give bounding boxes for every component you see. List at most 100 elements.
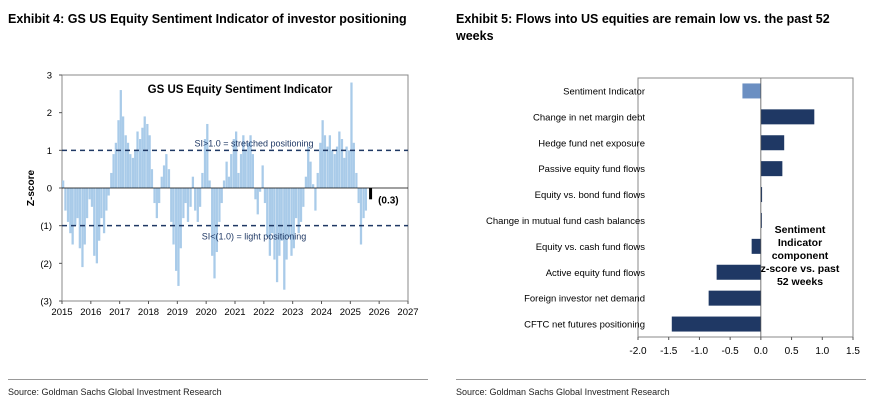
x-tick-label: 2019 <box>167 307 188 318</box>
sentiment-bar <box>206 123 209 188</box>
x-tick-label: -0.5 <box>722 346 740 357</box>
sentiment-bar <box>90 188 94 207</box>
sentiment-bar <box>110 172 113 188</box>
flow-bar <box>708 290 761 306</box>
sentiment-bar <box>222 180 226 188</box>
sentiment-bar <box>150 169 154 188</box>
latest-value-bar <box>369 188 373 200</box>
sentiment-bar <box>287 188 291 237</box>
sentiment-bar <box>256 188 259 215</box>
x-tick-label: 2021 <box>224 307 245 318</box>
sentiment-bar <box>302 188 305 207</box>
sentiment-bar <box>343 157 346 188</box>
sentiment-bar <box>338 131 341 188</box>
x-tick-label: 0.0 <box>754 346 768 357</box>
divider <box>8 379 428 380</box>
sentiment-bar <box>230 154 233 188</box>
sentiment-bar <box>331 150 334 188</box>
x-tick-label: 0.5 <box>785 346 799 357</box>
sentiment-bar <box>114 142 118 188</box>
exhibit-5-title: Exhibit 5: Flows into US equities are re… <box>456 12 830 43</box>
y-tick-label: (2) <box>40 259 52 270</box>
threshold-label: SI>1.0 = stretched positioning <box>194 138 313 148</box>
sentiment-bar <box>66 188 70 222</box>
sentiment-bar <box>335 146 339 188</box>
sentiment-bar <box>297 188 300 234</box>
sentiment-bar <box>294 188 298 219</box>
y-tick-label: 0 <box>47 184 52 195</box>
sentiment-bar <box>95 188 99 264</box>
sentiment-bar <box>309 161 312 188</box>
category-label: Active equity fund flows <box>546 268 646 279</box>
category-label: Hedge fund net exposure <box>538 138 645 149</box>
y-axis-label: Z-score <box>26 170 37 207</box>
sentiment-bar <box>76 188 79 219</box>
exhibit-4-title: Exhibit 4: GS US Equity Sentiment Indica… <box>8 12 407 26</box>
sentiment-bar <box>218 188 221 222</box>
sentiment-bar <box>62 180 65 188</box>
sentiment-bar <box>177 188 180 286</box>
sentiment-bar <box>167 169 171 188</box>
legend-line: 52 weeks <box>777 276 823 288</box>
sentiment-bar <box>285 188 288 260</box>
x-tick-label: 2026 <box>369 307 390 318</box>
sentiment-bar <box>126 142 130 188</box>
latest-value-label: (0.3) <box>378 195 399 206</box>
flow-bar <box>760 109 815 125</box>
x-tick-label: 2018 <box>138 307 159 318</box>
sentiment-bar <box>275 188 279 283</box>
sentiment-bar <box>117 120 120 188</box>
sentiment-bar <box>69 188 72 234</box>
sentiment-bar <box>314 188 317 211</box>
sentiment-bar <box>328 135 331 188</box>
sentiment-bar <box>261 165 264 188</box>
sentiment-bar <box>162 165 166 188</box>
sentiment-bar <box>271 188 274 234</box>
sentiment-bar <box>198 188 202 207</box>
sentiment-bar <box>124 135 127 188</box>
legend-line: Indicator <box>778 237 822 249</box>
sentiment-bar <box>78 188 81 249</box>
sentiment-bar <box>225 161 228 188</box>
sentiment-bar <box>283 188 286 290</box>
sentiment-bar <box>182 188 185 219</box>
sentiment-bar <box>304 176 308 188</box>
sentiment-bar <box>93 188 96 256</box>
sentiment-bar <box>112 154 115 188</box>
legend-line: component <box>772 250 829 262</box>
sentiment-bar <box>201 172 204 188</box>
y-tick-label: (3) <box>40 297 52 308</box>
sentiment-bar <box>184 188 187 204</box>
x-tick-label: 2020 <box>196 307 217 318</box>
sentiment-bar <box>191 176 195 188</box>
x-tick-label: 2016 <box>80 307 101 318</box>
sentiment-bar <box>227 176 231 188</box>
x-tick-label: 1.0 <box>815 346 829 357</box>
sentiment-bar <box>107 188 110 196</box>
flow-bar <box>671 316 761 332</box>
sentiment-bar <box>319 142 322 188</box>
x-tick-label: 2017 <box>109 307 130 318</box>
sentiment-bar <box>74 188 77 226</box>
sentiment-bar <box>194 188 197 211</box>
sentiment-bar <box>179 188 182 249</box>
y-tick-label: 2 <box>47 108 52 119</box>
sentiment-bar <box>153 188 156 204</box>
sentiment-bar <box>311 184 315 188</box>
sentiment-bar <box>316 172 319 188</box>
sentiment-bar <box>340 139 344 188</box>
sentiment-bar <box>189 188 192 207</box>
sentiment-bar <box>146 123 149 188</box>
x-tick-label: -2.0 <box>629 346 647 357</box>
x-tick-label: 2025 <box>340 307 361 318</box>
sentiment-bar <box>213 188 216 279</box>
sentiment-bar <box>357 188 360 204</box>
sentiment-bar <box>220 188 223 204</box>
sentiment-bar <box>244 150 247 188</box>
sentiment-bar <box>208 180 211 188</box>
sentiment-bar <box>196 188 199 222</box>
sentiment-bar <box>266 188 269 237</box>
source-note: Source: Goldman Sachs Global Investment … <box>456 387 670 397</box>
sentiment-bar <box>71 188 74 245</box>
sentiment-bar <box>158 188 161 204</box>
